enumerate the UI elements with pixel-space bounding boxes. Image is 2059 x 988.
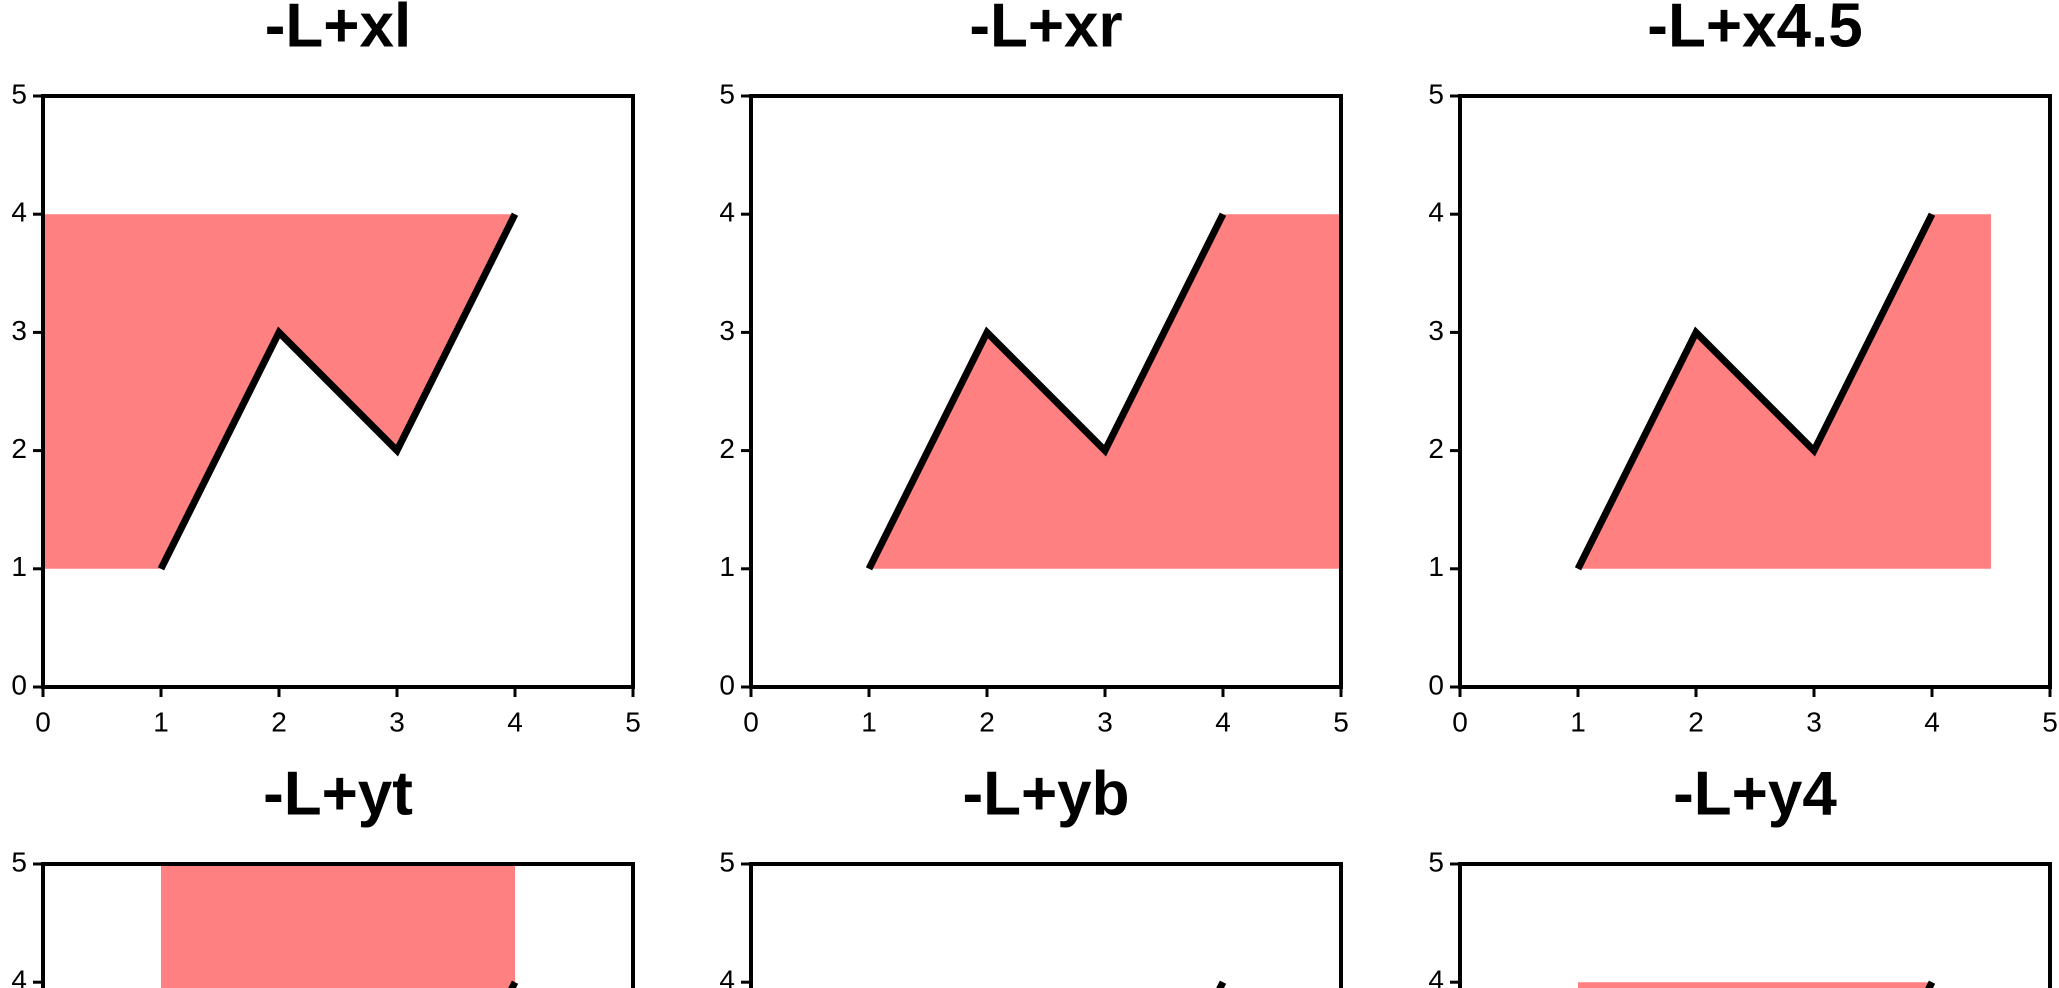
x-tick-label: 4 xyxy=(1215,706,1231,737)
y-tick-label: 5 xyxy=(11,846,27,877)
fill-area xyxy=(869,214,1341,569)
chart-title: -L+y4 xyxy=(1673,759,1837,828)
y-tick-label: 4 xyxy=(719,965,735,988)
x-tick-label: 0 xyxy=(743,706,759,737)
x-tick-label: 2 xyxy=(979,706,995,737)
chart-title: -L+xr xyxy=(969,0,1122,60)
y-tick-label: 3 xyxy=(11,315,27,346)
fill-area xyxy=(43,214,515,569)
data-line xyxy=(157,212,519,571)
panel: -L+xr 0 1 2 3 4 5 0 1 2 3 4 5 xyxy=(719,0,1348,737)
axes-frame xyxy=(41,94,635,689)
y-tick-label: 4 xyxy=(1428,197,1444,228)
y-tick-label: 0 xyxy=(719,669,735,700)
fill-area xyxy=(1578,982,1932,988)
data-line xyxy=(865,212,1227,571)
y-tick-label: 0 xyxy=(1428,669,1444,700)
panel: -L+y4012345012345 xyxy=(1428,759,2052,988)
panel: -L+x4.5 0 1 2 3 4 5 0 1 2 3 4 5 xyxy=(1428,0,2057,737)
y-tick-label: 5 xyxy=(1428,846,1444,877)
y-tick-label: 1 xyxy=(11,551,27,582)
data-line xyxy=(1216,980,1227,988)
y-tick-label: 4 xyxy=(11,197,27,228)
axes-frame xyxy=(41,862,635,988)
x-tick-label: 5 xyxy=(1333,706,1349,737)
chart-title: -L+x4.5 xyxy=(1647,0,1862,60)
axes-frame xyxy=(749,94,1343,689)
x-tick-label: 3 xyxy=(389,706,405,737)
axes-frame xyxy=(1458,862,2052,988)
chart-title: -L+xl xyxy=(265,0,411,60)
fill-area xyxy=(1578,214,1991,569)
panel: -L+yt012345012345 xyxy=(11,759,635,988)
x-tick-label: 2 xyxy=(271,706,287,737)
y-tick-label: 1 xyxy=(1428,551,1444,582)
y-tick-label: 2 xyxy=(719,433,735,464)
data-line xyxy=(1574,212,1936,571)
y-tick-label: 2 xyxy=(1428,433,1444,464)
y-tick-label: 5 xyxy=(1428,78,1444,109)
x-tick-label: 1 xyxy=(153,706,169,737)
axes-frame xyxy=(1458,94,2052,689)
y-tick-label: 1 xyxy=(719,551,735,582)
x-tick-label: 2 xyxy=(1688,706,1704,737)
panel: -L+xl 0 1 2 3 4 5 0 1 2 3 4 5 xyxy=(11,0,640,737)
x-tick-label: 5 xyxy=(625,706,641,737)
y-tick-label: 0 xyxy=(11,669,27,700)
panel: -L+yb012345012345 xyxy=(719,759,1343,988)
x-tick-label: 4 xyxy=(507,706,523,737)
y-tick-label: 4 xyxy=(11,965,27,988)
y-tick-label: 3 xyxy=(1428,315,1444,346)
x-tick-label: 0 xyxy=(1452,706,1468,737)
y-tick-label: 4 xyxy=(719,197,735,228)
y-tick-label: 3 xyxy=(719,315,735,346)
chart-title: -L+yt xyxy=(263,759,413,828)
x-tick-label: 4 xyxy=(1924,706,1940,737)
y-tick-label: 5 xyxy=(719,846,735,877)
chart-title: -L+yb xyxy=(962,759,1129,828)
x-tick-label: 3 xyxy=(1806,706,1822,737)
y-tick-label: 5 xyxy=(719,78,735,109)
x-tick-label: 1 xyxy=(861,706,877,737)
x-tick-label: 1 xyxy=(1570,706,1586,737)
y-tick-label: 4 xyxy=(1428,965,1444,988)
x-tick-label: 5 xyxy=(2042,706,2058,737)
x-tick-label: 0 xyxy=(35,706,51,737)
fill-area xyxy=(161,864,515,988)
x-tick-label: 3 xyxy=(1097,706,1113,737)
axes-frame xyxy=(749,862,1343,988)
fill-area xyxy=(1220,982,1223,988)
y-tick-label: 2 xyxy=(11,433,27,464)
y-tick-label: 5 xyxy=(11,78,27,109)
